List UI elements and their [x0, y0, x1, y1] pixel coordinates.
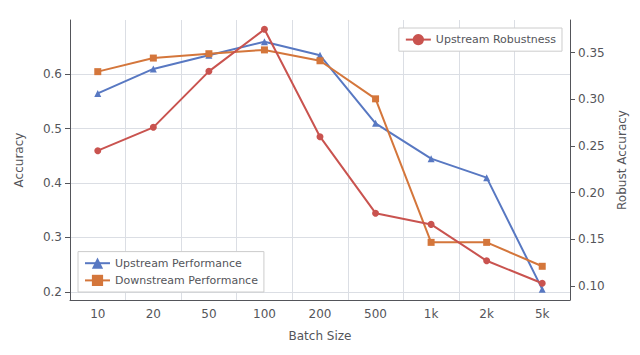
svg-text:Accuracy: Accuracy [12, 133, 26, 188]
svg-text:0.20: 0.20 [578, 186, 605, 200]
svg-text:0.35: 0.35 [578, 46, 605, 60]
svg-text:0.2: 0.2 [43, 285, 62, 299]
svg-text:0.30: 0.30 [578, 92, 605, 106]
svg-text:100: 100 [253, 307, 276, 321]
svg-text:0.6: 0.6 [43, 67, 62, 81]
svg-text:10: 10 [90, 307, 105, 321]
svg-text:50: 50 [201, 307, 216, 321]
svg-text:0.15: 0.15 [578, 232, 605, 246]
svg-text:Robust Accuracy: Robust Accuracy [615, 110, 629, 210]
svg-text:Batch Size: Batch Size [289, 329, 352, 343]
svg-text:0.25: 0.25 [578, 139, 605, 153]
svg-text:200: 200 [309, 307, 332, 321]
svg-text:0.4: 0.4 [43, 176, 62, 190]
svg-text:0.5: 0.5 [43, 122, 62, 136]
svg-text:0.3: 0.3 [43, 230, 62, 244]
svg-text:5k: 5k [535, 307, 550, 321]
svg-text:1k: 1k [424, 307, 439, 321]
svg-text:500: 500 [364, 307, 387, 321]
svg-text:2k: 2k [479, 307, 494, 321]
svg-text:20: 20 [146, 307, 161, 321]
svg-text:0.10: 0.10 [578, 279, 605, 293]
svg-text:Downstream Performance: Downstream Performance [115, 274, 258, 287]
svg-text:Upstream Performance: Upstream Performance [115, 257, 242, 270]
svg-text:Upstream Robustness: Upstream Robustness [436, 33, 556, 46]
